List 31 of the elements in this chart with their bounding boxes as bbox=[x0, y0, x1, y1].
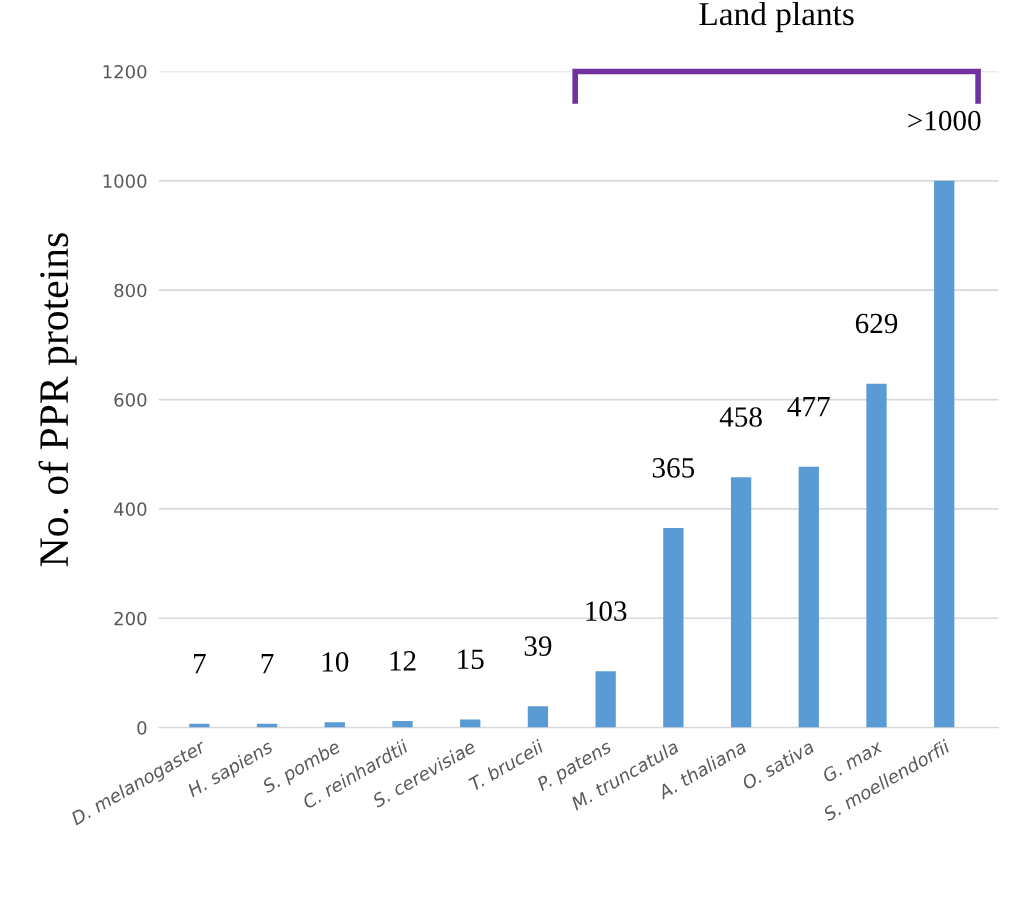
bar bbox=[663, 528, 684, 728]
bar bbox=[934, 180, 955, 728]
data-label: 458 bbox=[719, 407, 762, 427]
data-label: >1000 bbox=[908, 110, 981, 131]
y-tick-label: 200 bbox=[114, 611, 147, 626]
y-tick-label: 0 bbox=[137, 721, 147, 735]
y-tick-label: 800 bbox=[114, 283, 147, 298]
bar bbox=[527, 706, 549, 728]
y-tick-label: 1200 bbox=[103, 64, 147, 79]
bar bbox=[324, 722, 345, 728]
data-label: 103 bbox=[586, 601, 627, 621]
text: Land plants bbox=[699, 1, 854, 33]
data-label: 7 bbox=[193, 654, 206, 674]
data-label: 10 bbox=[322, 652, 349, 672]
y-tick-label: 1000 bbox=[103, 174, 147, 188]
bar bbox=[730, 477, 752, 728]
bar bbox=[595, 671, 616, 728]
data-label: 15 bbox=[458, 649, 484, 670]
data-label: 477 bbox=[787, 396, 830, 417]
y-tick-label: 400 bbox=[114, 502, 147, 517]
y-axis-title: No. of PPR proteins bbox=[38, 233, 77, 567]
data-label: 7 bbox=[261, 654, 274, 674]
y-tick-label: 600 bbox=[114, 393, 147, 407]
bar bbox=[798, 466, 819, 728]
bar bbox=[392, 721, 413, 728]
bar bbox=[460, 719, 481, 728]
bar bbox=[866, 383, 887, 728]
data-label: 365 bbox=[652, 458, 695, 478]
data-label: 39 bbox=[524, 636, 552, 656]
data-label: 629 bbox=[855, 313, 898, 334]
data-label: 12 bbox=[390, 651, 416, 671]
